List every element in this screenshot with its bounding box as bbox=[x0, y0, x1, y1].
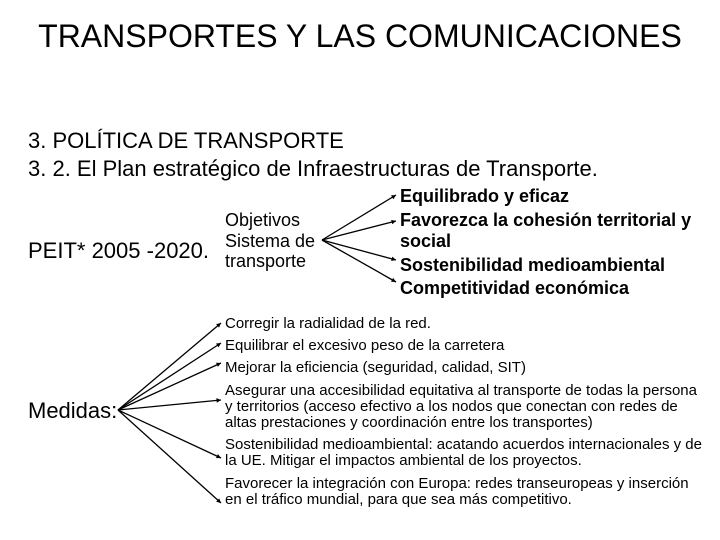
medidas-list: Corregir la radialidad de la red. Equili… bbox=[225, 316, 705, 514]
section-heading: 3. POLÍTICA DE TRANSPORTE bbox=[28, 128, 344, 154]
medida-item: Asegurar una accesibilidad equitativa al… bbox=[225, 383, 705, 432]
objective-item: Favorezca la cohesión territorial y soci… bbox=[400, 210, 710, 253]
section-subheading: 3. 2. El Plan estratégico de Infraestruc… bbox=[28, 156, 598, 182]
objective-item: Equilibrado y eficaz bbox=[400, 186, 710, 208]
slide: TRANSPORTES Y LAS COMUNICACIONES 3. POLÍ… bbox=[0, 0, 720, 540]
objectives-line1: Objetivos bbox=[225, 210, 315, 231]
medida-item: Sostenibilidad medioambiental: acatando … bbox=[225, 437, 705, 469]
medida-item: Mejorar la eficiencia (seguridad, calida… bbox=[225, 360, 705, 376]
objective-item: Competitividad económica bbox=[400, 278, 710, 300]
objective-item: Sostenibilidad medioambiental bbox=[400, 255, 710, 277]
objectives-line2: Sistema de bbox=[225, 231, 315, 252]
medida-item: Corregir la radialidad de la red. bbox=[225, 316, 705, 332]
medidas-label: Medidas: bbox=[28, 398, 117, 424]
page-title: TRANSPORTES Y LAS COMUNICACIONES bbox=[0, 18, 720, 55]
peit-label: PEIT* 2005 -2020. bbox=[28, 238, 209, 264]
medida-item: Equilibrar el excesivo peso de la carret… bbox=[225, 338, 705, 354]
objectives-list: Equilibrado y eficaz Favorezca la cohesi… bbox=[400, 186, 710, 302]
objectives-block-label: Objetivos Sistema de transporte bbox=[225, 210, 315, 272]
medida-item: Favorecer la integración con Europa: red… bbox=[225, 476, 705, 508]
objectives-line3: transporte bbox=[225, 251, 315, 272]
